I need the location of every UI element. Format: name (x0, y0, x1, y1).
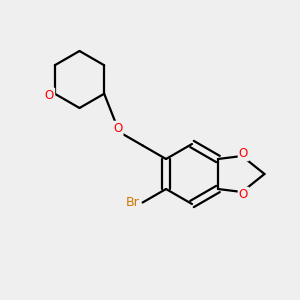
Text: Br: Br (126, 196, 140, 209)
Text: O: O (239, 147, 248, 160)
Text: O: O (239, 188, 248, 201)
Text: O: O (113, 122, 122, 135)
Text: O: O (45, 89, 54, 102)
